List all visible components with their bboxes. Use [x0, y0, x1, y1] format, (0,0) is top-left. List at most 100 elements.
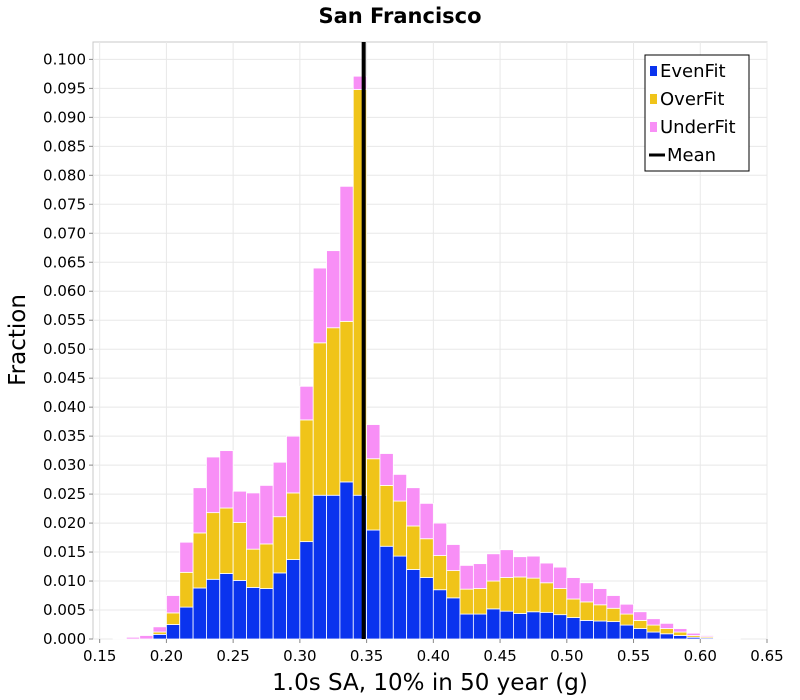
legend-label-underfit: UnderFit	[660, 117, 736, 138]
y-axis-ticks: 0.000 0.005 0.010 0.015 0.020 0.025 0.030 0.035…	[43, 50, 93, 648]
bar-evenfit	[619, 624, 634, 640]
bar-overfit	[539, 582, 554, 613]
x-tick-label: 0.25	[216, 647, 249, 665]
bar-evenfit	[246, 587, 261, 640]
y-tick-label: 0.055	[43, 311, 86, 329]
bar-underfit	[219, 450, 234, 509]
bar-evenfit	[513, 613, 528, 640]
bar-underfit	[366, 424, 381, 460]
bar-overfit	[366, 458, 381, 531]
bar-overfit	[499, 577, 514, 612]
bar-underfit	[246, 492, 261, 550]
legend: EvenFit OverFit UnderFit Mean	[644, 54, 750, 172]
bar-overfit	[272, 516, 287, 574]
y-tick-label: 0.045	[43, 369, 86, 387]
bar-evenfit	[432, 589, 448, 640]
x-tick-label: 0.65	[750, 647, 783, 665]
x-tick-label: 0.35	[350, 647, 383, 665]
bar-underfit	[406, 487, 421, 527]
bar-underfit	[446, 544, 461, 572]
y-tick-label: 0.020	[43, 514, 86, 532]
bar-evenfit	[566, 617, 581, 640]
bar-underfit	[619, 603, 634, 615]
bar-underfit	[472, 563, 488, 589]
bar-evenfit	[486, 608, 501, 640]
y-tick-label: 0.065	[43, 253, 86, 271]
bar-underfit	[392, 473, 408, 502]
x-tick-label: 0.60	[684, 647, 717, 665]
chart-title: San Francisco	[318, 4, 481, 28]
x-tick-label: 0.30	[283, 647, 316, 665]
bar-underfit	[312, 267, 327, 344]
y-tick-label: 0.050	[43, 340, 86, 358]
bar-underfit	[513, 556, 528, 578]
x-tick-label: 0.55	[617, 647, 650, 665]
bar-evenfit	[633, 628, 648, 640]
legend-swatch-evenfit	[650, 66, 657, 76]
bar-evenfit	[206, 578, 221, 640]
y-tick-label: 0.000	[43, 630, 86, 648]
bar-underfit	[419, 502, 434, 540]
y-tick-label: 0.080	[43, 166, 86, 184]
bar-evenfit	[553, 614, 568, 640]
x-axis-ticks: 0.15 0.20 0.25 0.30 0.35 0.40 0.45 0.50 0.55 0.60…	[83, 639, 784, 665]
bar-overfit	[419, 538, 434, 578]
bar-evenfit	[312, 494, 327, 640]
y-tick-label: 0.095	[43, 79, 86, 97]
bar-overfit	[459, 588, 474, 615]
bar-overfit	[486, 580, 501, 610]
bar-evenfit	[152, 633, 167, 640]
x-tick-label: 0.40	[417, 647, 450, 665]
y-tick-label: 0.060	[43, 282, 86, 300]
bar-evenfit	[299, 541, 314, 640]
y-tick-label: 0.090	[43, 108, 86, 126]
bar-overfit	[379, 485, 394, 547]
bar-underfit	[326, 250, 341, 329]
bar-underfit	[579, 582, 594, 603]
y-tick-label: 0.025	[43, 485, 86, 503]
bar-underfit	[286, 435, 301, 494]
bar-underfit	[499, 549, 514, 578]
bar-evenfit	[579, 620, 594, 640]
bar-underfit	[459, 564, 474, 590]
bar-underfit	[526, 555, 541, 579]
x-tick-label: 0.20	[150, 647, 183, 665]
y-tick-label: 0.100	[43, 50, 86, 68]
bar-evenfit	[179, 606, 194, 640]
bar-underfit	[139, 635, 154, 640]
bar-evenfit	[606, 621, 621, 640]
bar-overfit	[312, 342, 327, 496]
x-tick-label: 0.45	[483, 647, 516, 665]
bar-overfit	[339, 320, 354, 483]
bar-underfit	[593, 588, 608, 606]
bar-underfit	[553, 566, 568, 589]
bar-evenfit	[526, 611, 541, 640]
bar-overfit	[392, 500, 408, 557]
y-tick-label: 0.005	[43, 601, 86, 619]
bar-overfit	[593, 604, 608, 622]
bar-overfit	[553, 588, 568, 616]
bar-evenfit	[446, 597, 461, 640]
bar-evenfit	[419, 577, 434, 640]
y-tick-label: 0.085	[43, 137, 86, 155]
bar-evenfit	[406, 569, 421, 640]
bar-underfit	[566, 577, 581, 600]
y-tick-label: 0.015	[43, 543, 86, 561]
bar-underfit	[699, 635, 715, 638]
bar-evenfit	[286, 559, 301, 640]
bar-underfit	[299, 385, 314, 421]
legend-box	[644, 54, 750, 172]
bar-overfit	[472, 588, 488, 615]
y-tick-label: 0.070	[43, 224, 86, 242]
bar-evenfit	[472, 613, 488, 640]
bar-underfit	[432, 522, 448, 556]
bar-underfit	[646, 618, 661, 626]
bar-overfit	[286, 492, 301, 560]
y-tick-label: 0.040	[43, 398, 86, 416]
bar-overfit	[299, 419, 314, 543]
y-tick-label: 0.035	[43, 427, 86, 445]
bar-underfit	[686, 632, 701, 636]
bar-evenfit	[232, 580, 247, 640]
bar-underfit	[125, 636, 141, 640]
bar-evenfit	[659, 633, 674, 640]
